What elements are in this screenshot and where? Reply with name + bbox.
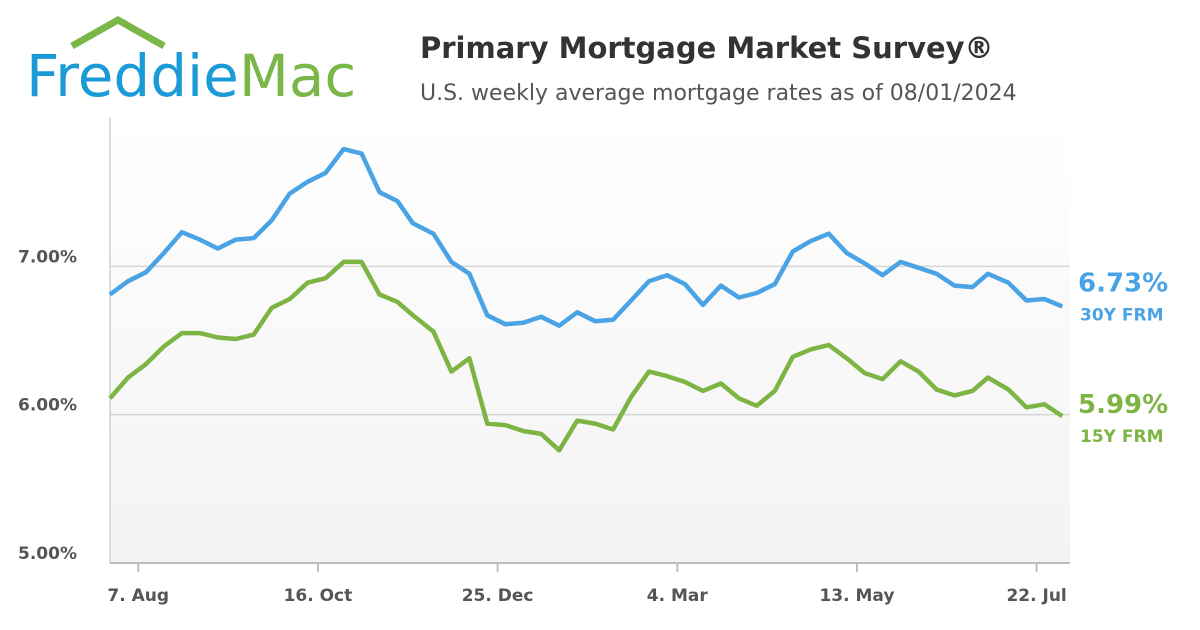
chart-subtitle: U.S. weekly average mortgage rates as of… [420, 81, 1017, 106]
y-tick-label: 7.00% [18, 247, 77, 267]
legend-label: 30Y FRM [1080, 305, 1164, 325]
end-value-label: 6.73% [1078, 268, 1168, 298]
x-tick-label: 4. Mar [647, 586, 709, 606]
x-tick-label: 25. Dec [462, 586, 534, 606]
series-line [108, 259, 1064, 453]
plot-area [110, 118, 1070, 563]
x-tick-label: 7. Aug [107, 586, 169, 606]
x-tick-label: 22. Jul [1006, 586, 1066, 606]
x-tick-label: 16. Oct [284, 586, 353, 606]
end-value-label: 5.99% [1078, 390, 1168, 420]
logo: FreddieMac [26, 42, 356, 110]
logo-roof [70, 15, 166, 50]
chart-title: Primary Mortgage Market Survey® [420, 31, 994, 65]
x-tick-label: 13. May [819, 586, 894, 606]
legend-label: 15Y FRM [1080, 427, 1164, 447]
logo-part: Freddie [26, 42, 239, 110]
series-line [108, 146, 1064, 328]
logo-part: Mac [239, 42, 356, 110]
y-tick-label: 6.00% [18, 396, 77, 416]
y-tick-label: 5.00% [18, 544, 77, 564]
